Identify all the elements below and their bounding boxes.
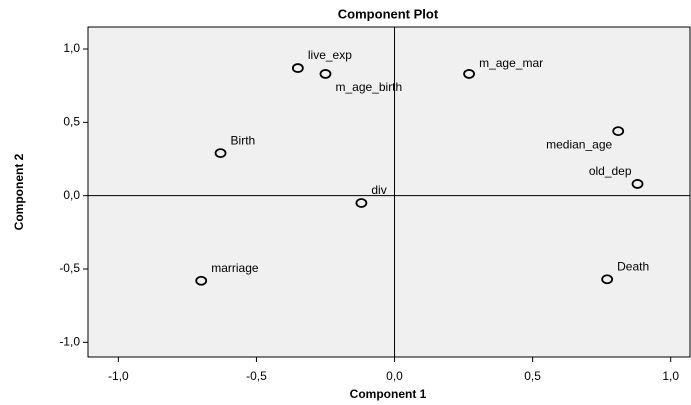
point-label: old_dep [589, 164, 632, 178]
point [214, 148, 227, 159]
x-tick-label: -1,0 [108, 369, 129, 383]
point-label: live_exp [308, 48, 352, 62]
y-axis-label: Component 2 [12, 153, 26, 230]
point-label: marriage [211, 261, 259, 275]
point-label: median_age [546, 137, 612, 151]
y-tick-label: 1,0 [63, 41, 80, 55]
point [612, 126, 625, 137]
chart-title: Component Plot [338, 6, 439, 21]
point-label: m_age_mar [479, 56, 543, 70]
x-tick-label: -0,5 [246, 369, 267, 383]
point [291, 63, 304, 73]
point [601, 274, 614, 285]
point [319, 69, 332, 79]
point-label: Death [617, 259, 649, 273]
y-tick-label: 0,0 [63, 188, 80, 202]
point-label: m_age_birth [335, 80, 402, 94]
point [195, 275, 208, 286]
plot-area [87, 26, 691, 358]
point [355, 198, 368, 208]
x-tick-label: 1,0 [662, 369, 679, 383]
x-tick-label: 0,5 [524, 369, 541, 383]
point-label: div [371, 183, 386, 197]
point-label: Birth [231, 133, 256, 147]
y-tick-label: -0,5 [59, 261, 80, 275]
y-tick-label: -1,0 [59, 335, 80, 349]
point [631, 179, 644, 189]
x-axis-label: Component 1 [350, 387, 427, 401]
point [463, 69, 475, 79]
x-tick-label: 0,0 [386, 369, 403, 383]
y-tick-label: 0,5 [63, 115, 80, 129]
